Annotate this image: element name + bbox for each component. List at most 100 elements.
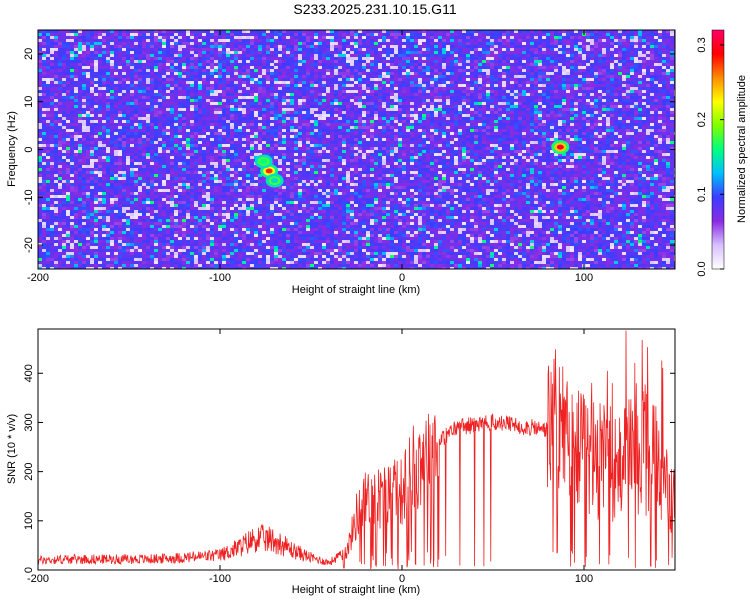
heatmap-cell (458, 69, 463, 73)
heatmap-cell (86, 120, 91, 124)
heatmap-cell (282, 93, 287, 97)
heatmap-cell (606, 120, 611, 124)
heatmap-cell (42, 117, 47, 121)
heatmap-cell (466, 117, 471, 121)
heatmap-cell (118, 90, 123, 94)
heatmap-cell (166, 81, 171, 85)
heatmap-cell (530, 108, 535, 112)
heatmap-cell (110, 81, 115, 85)
heatmap-cell (134, 87, 139, 91)
heatmap-cell (150, 75, 155, 79)
heatmap-cell (210, 114, 215, 118)
heatmap-cell (618, 96, 623, 100)
heatmap-cell (62, 78, 67, 82)
heatmap-cell (442, 33, 447, 37)
heatmap-cell (210, 66, 215, 70)
heatmap-cell (114, 45, 119, 49)
heatmap-cell (162, 114, 167, 118)
heatmap-cell (130, 114, 135, 118)
heatmap-cell (150, 54, 155, 58)
heatmap-cell (618, 33, 623, 37)
heatmap-cell (70, 78, 75, 82)
heatmap-cell (214, 45, 219, 49)
heatmap-cell (410, 102, 415, 106)
heatmap-cell (78, 48, 83, 52)
heatmap-cell (174, 87, 179, 91)
heatmap-cell (274, 117, 279, 121)
heatmap-cell (354, 60, 359, 64)
heatmap-cell (414, 120, 419, 124)
heatmap-cell (306, 72, 311, 76)
heatmap-cell (286, 57, 291, 61)
heatmap-cell (214, 39, 219, 43)
heatmap-cell (494, 72, 499, 76)
heatmap-cell (42, 72, 47, 76)
heatmap-cell (70, 90, 75, 94)
heatmap-cell (190, 96, 195, 100)
heatmap-cell (90, 54, 95, 58)
heatmap-cell (338, 96, 343, 100)
heatmap-cell (170, 45, 175, 49)
heatmap-cell (350, 87, 355, 91)
heatmap-cell (150, 69, 155, 73)
heatmap-cell (222, 78, 227, 82)
heatmap-cell (130, 90, 135, 94)
heatmap-cell (282, 78, 287, 82)
heatmap-cell (242, 108, 247, 112)
heatmap-cell (510, 93, 515, 97)
heatmap-cell (58, 87, 63, 91)
heatmap-cell (550, 120, 555, 124)
heatmap-cell (422, 51, 427, 55)
heatmap-cell (378, 60, 383, 64)
heatmap-cell (142, 60, 147, 64)
heatmap-cell (550, 111, 555, 115)
heatmap-cell (478, 105, 483, 109)
heatmap-cell (362, 72, 367, 76)
heatmap-cell (490, 120, 495, 124)
heatmap-cell (610, 66, 615, 70)
heatmap-cell (46, 30, 51, 34)
heatmap-cell (486, 93, 491, 97)
heatmap-cell (498, 120, 503, 124)
heatmap-cell (286, 120, 291, 124)
heatmap-cell (406, 36, 411, 40)
heatmap-cell (206, 108, 211, 112)
heatmap-cell (358, 42, 363, 46)
heatmap-cell (662, 75, 667, 79)
heatmap-cell (466, 120, 471, 124)
heatmap-cell (614, 57, 619, 61)
heatmap-cell (594, 102, 599, 106)
heatmap-cell (246, 96, 251, 100)
heatmap-cell (242, 102, 247, 106)
heatmap-cell (182, 66, 187, 70)
heatmap-cell (182, 72, 187, 76)
heatmap-cell (226, 117, 231, 121)
heatmap-cell (38, 39, 43, 43)
heatmap-cell (182, 111, 187, 115)
heatmap-cell (666, 54, 671, 58)
heatmap-cell (398, 96, 403, 100)
heatmap-cell (538, 81, 543, 85)
heatmap-cell (314, 33, 319, 37)
heatmap-cell (522, 75, 527, 79)
heatmap-cell (378, 117, 383, 121)
heatmap-cell (638, 45, 643, 49)
heatmap-cell (606, 87, 611, 91)
heatmap-cell (106, 30, 111, 34)
heatmap-cell (398, 39, 403, 43)
heatmap-cell (638, 96, 643, 100)
heatmap-cell (334, 45, 339, 49)
heatmap-cell (42, 78, 47, 82)
heatmap-cell (586, 108, 591, 112)
heatmap-cell (366, 60, 371, 64)
heatmap-cell (62, 63, 67, 67)
heatmap-cell (662, 105, 667, 109)
heatmap-cell (66, 78, 71, 82)
heatmap-cell (522, 42, 527, 46)
heatmap-cell (430, 75, 435, 79)
heatmap-cell (222, 120, 227, 124)
heatmap-cell (374, 57, 379, 61)
heatmap-cell (338, 42, 343, 46)
heatmap-cell (426, 63, 431, 67)
heatmap-cell (570, 117, 575, 121)
